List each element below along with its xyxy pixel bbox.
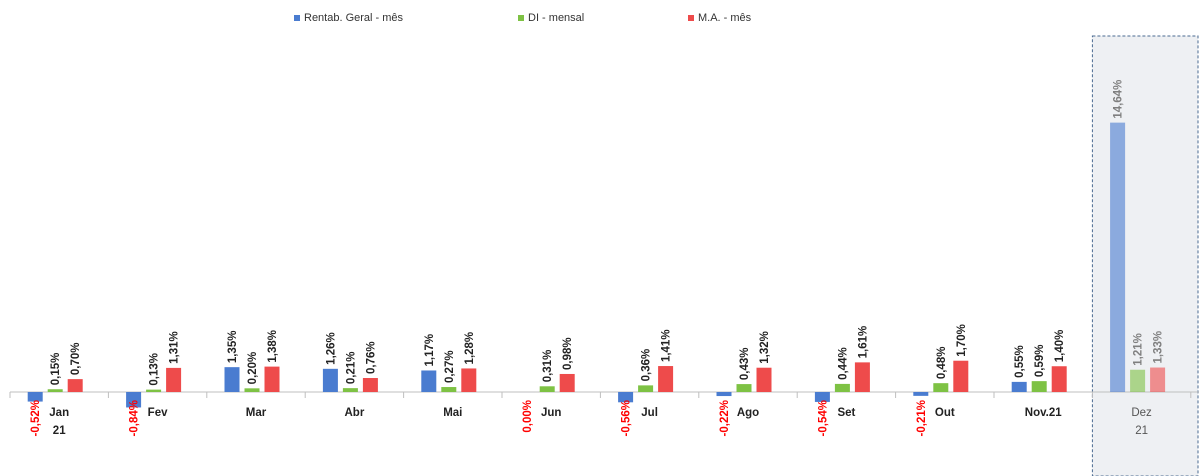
bar-di-mensal (342, 388, 358, 392)
bar-di-mensal (1130, 369, 1146, 392)
bar-di-mensal (47, 389, 63, 392)
category-label: Mar (246, 407, 267, 419)
data-label-di-mensal: 0,59% (1034, 345, 1046, 378)
data-label-di-mensal: 0,13% (149, 353, 161, 386)
bar-di-mensal (638, 385, 654, 392)
data-label-rentab-geral: 14,64% (1113, 80, 1125, 119)
category-label: 21 (1135, 425, 1148, 437)
data-label-di-mensal: 0,36% (641, 349, 653, 382)
data-label-ma-mes: 1,41% (661, 329, 673, 362)
bar-ma-mes (756, 367, 772, 392)
data-label-ma-mes: 1,31% (169, 331, 181, 364)
data-label-di-mensal: 1,21% (1133, 333, 1145, 366)
data-label-rentab-geral: -0,21% (916, 400, 928, 436)
data-label-rentab-geral: -0,54% (817, 400, 829, 436)
bar-di-mensal (933, 383, 949, 392)
data-label-di-mensal: 0,20% (247, 352, 259, 385)
bar-rentab-geral (1011, 381, 1027, 392)
category-label: Nov.21 (1025, 407, 1062, 419)
category-label: Dez (1131, 407, 1152, 419)
data-label-rentab-geral: 1,17% (424, 334, 436, 367)
data-label-di-mensal: 0,15% (50, 353, 62, 386)
bar-ma-mes (461, 368, 477, 392)
data-label-ma-mes: 1,61% (857, 326, 869, 359)
legend-swatch-ma-mes (688, 15, 694, 21)
bar-ma-mes (1051, 366, 1067, 392)
bar-ma-mes (264, 366, 280, 392)
data-label-di-mensal: 0,44% (837, 347, 849, 380)
category-label: Set (837, 407, 855, 419)
legend-label-ma-mes: M.A. - mês (698, 12, 752, 24)
bar-rentab-geral (27, 392, 43, 402)
category-label: Jul (641, 407, 658, 419)
data-label-rentab-geral: -0,84% (129, 400, 141, 436)
bar-ma-mes (854, 362, 870, 392)
category-label: Mai (443, 407, 462, 419)
category-label: Jun (541, 407, 561, 419)
bar-ma-mes (67, 379, 83, 392)
bar-di-mensal (736, 384, 752, 392)
bar-rentab-geral (1110, 122, 1126, 393)
bar-rentab-geral (126, 392, 142, 408)
legend-label-di-mensal: DI - mensal (528, 12, 585, 24)
legend: Rentab. Geral - mês DI - mensal M.A. - m… (0, 12, 1199, 30)
legend-swatch-di-mensal (518, 15, 524, 21)
bar-di-mensal (539, 386, 555, 392)
bar-ma-mes (559, 373, 575, 392)
category-label: Jan (49, 407, 69, 419)
bar-di-mensal (146, 389, 162, 392)
bar-ma-mes (658, 366, 674, 392)
bar-di-mensal (834, 383, 850, 392)
data-label-rentab-geral: -0,56% (621, 400, 633, 436)
data-label-ma-mes: 1,28% (464, 332, 476, 365)
data-label-ma-mes: 1,38% (267, 330, 279, 363)
legend-item-ma-mes: M.A. - mês (688, 12, 751, 24)
legend-item-rentab-geral: Rentab. Geral - mês (294, 12, 403, 24)
data-label-di-mensal: 0,31% (542, 350, 554, 383)
bar-rentab-geral (913, 392, 929, 396)
data-label-di-mensal: 0,48% (936, 347, 948, 380)
bar-ma-mes (362, 378, 378, 392)
data-label-di-mensal: 0,21% (345, 352, 357, 385)
data-label-di-mensal: 0,43% (739, 347, 751, 380)
bar-ma-mes (953, 360, 969, 392)
category-label: Ago (737, 407, 759, 419)
legend-item-di-mensal: DI - mensal (518, 12, 584, 24)
data-label-rentab-geral: 0,00% (522, 400, 534, 433)
data-label-rentab-geral: -0,52% (30, 400, 42, 436)
legend-swatch-rentab-geral (294, 15, 300, 21)
bar-rentab-geral (224, 367, 240, 392)
data-label-rentab-geral: 0,55% (1014, 345, 1026, 378)
data-label-ma-mes: 1,70% (956, 324, 968, 357)
bar-ma-mes (166, 367, 182, 392)
data-label-di-mensal: 0,27% (444, 350, 456, 383)
data-label-rentab-geral: 1,35% (227, 331, 239, 364)
bar-di-mensal (244, 388, 260, 392)
bar-di-mensal (441, 387, 457, 392)
bar-rentab-geral (322, 368, 338, 392)
data-label-rentab-geral: 1,26% (325, 332, 337, 365)
category-label: 21 (53, 425, 66, 437)
legend-label-rentab-geral: Rentab. Geral - mês (304, 12, 404, 24)
bar-rentab-geral (716, 392, 732, 397)
bar-ma-mes (1150, 367, 1166, 392)
data-label-ma-mes: 1,32% (759, 331, 771, 364)
data-label-ma-mes: 0,70% (70, 343, 82, 376)
data-label-ma-mes: 1,40% (1054, 330, 1066, 363)
bar-rentab-geral (421, 370, 437, 392)
category-label: Abr (344, 407, 364, 419)
category-label: Out (935, 407, 955, 419)
bar-di-mensal (1031, 381, 1047, 392)
bar-rentab-geral (814, 392, 830, 402)
data-label-ma-mes: 0,98% (562, 337, 574, 370)
category-label: Fev (148, 407, 168, 419)
bar-rentab-geral (618, 392, 634, 403)
data-label-rentab-geral: -0,22% (719, 400, 731, 436)
data-label-ma-mes: 0,76% (365, 341, 377, 374)
highlight-panel (1091, 35, 1199, 476)
data-label-ma-mes: 1,33% (1153, 331, 1165, 364)
